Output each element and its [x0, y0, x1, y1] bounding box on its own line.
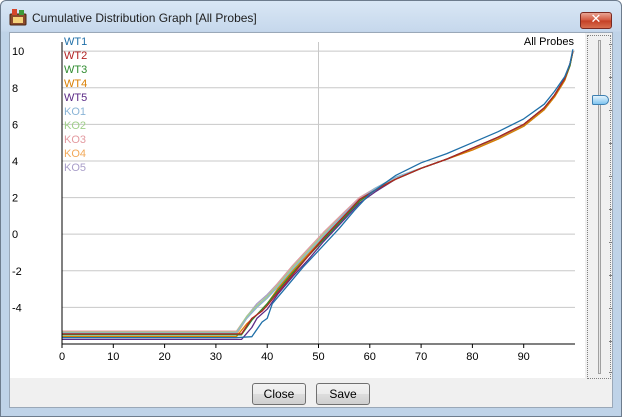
client-area: 10 8 6 4 2 0 -2 -4 0 10 20 30 40 50 60 70 80 90 WT1 WT2 WT3… — [9, 32, 613, 408]
y-tick-label: 6 — [12, 119, 18, 131]
slider-tick — [609, 143, 612, 144]
y-tick-label: -4 — [12, 302, 22, 314]
y-tick-label: 8 — [12, 83, 18, 95]
slider-tick — [609, 372, 612, 373]
legend-entry-ko4: KO4 — [64, 148, 86, 160]
window-title: Cumulative Distribution Graph [All Probe… — [32, 11, 257, 25]
x-tick-label: 70 — [415, 351, 427, 363]
x-tick-label: 80 — [466, 351, 478, 363]
legend-entry-wt2: WT2 — [64, 50, 87, 62]
chart-title: All Probes — [524, 36, 575, 48]
x-tick-label: 30 — [210, 351, 222, 363]
slider-tick — [609, 242, 612, 243]
slider-tick — [609, 44, 612, 45]
title-bar: Cumulative Distribution Graph [All Probe… — [1, 1, 621, 31]
slider-tick — [609, 275, 612, 276]
y-tick-label: 2 — [12, 193, 18, 205]
x-tick-label: 20 — [158, 351, 170, 363]
close-button[interactable]: Close — [252, 383, 306, 405]
legend-entry-ko2: KO2 — [64, 120, 86, 132]
slider-tick — [609, 77, 612, 78]
slider-tick — [609, 110, 612, 111]
slider-tick — [609, 209, 612, 210]
legend-entry-wt5: WT5 — [64, 92, 87, 104]
x-tick-label: 50 — [312, 351, 324, 363]
legend-entry-ko1: KO1 — [64, 106, 86, 118]
threshold-slider[interactable] — [587, 35, 612, 379]
slider-groove — [598, 40, 601, 374]
y-tick-label: -2 — [12, 266, 22, 278]
slider-tick — [609, 341, 612, 342]
slider-tick — [609, 176, 612, 177]
x-tick-label: 0 — [59, 351, 65, 363]
legend-entry-wt1: WT1 — [64, 36, 87, 48]
x-tick-label: 60 — [364, 351, 376, 363]
app-icon — [9, 9, 27, 26]
series-line-wt1 — [62, 49, 574, 339]
window-close-button[interactable]: ✕ — [580, 12, 612, 29]
x-tick-label: 10 — [107, 351, 119, 363]
slider-tick — [609, 308, 612, 309]
x-tick-label: 90 — [518, 351, 530, 363]
y-tick-label: 4 — [12, 156, 18, 168]
y-tick-label: 10 — [12, 46, 24, 58]
save-button[interactable]: Save — [316, 383, 370, 405]
y-tick-label: 0 — [12, 229, 18, 241]
legend-entry-wt3: WT3 — [64, 64, 87, 76]
slider-thumb[interactable] — [592, 95, 609, 105]
plot-background — [10, 33, 585, 378]
close-icon: ✕ — [590, 12, 602, 27]
legend-entry-ko5: KO5 — [64, 162, 86, 174]
legend-entry-ko3: KO3 — [64, 134, 86, 146]
legend-entry-wt4: WT4 — [64, 78, 87, 90]
x-tick-label: 40 — [261, 351, 273, 363]
